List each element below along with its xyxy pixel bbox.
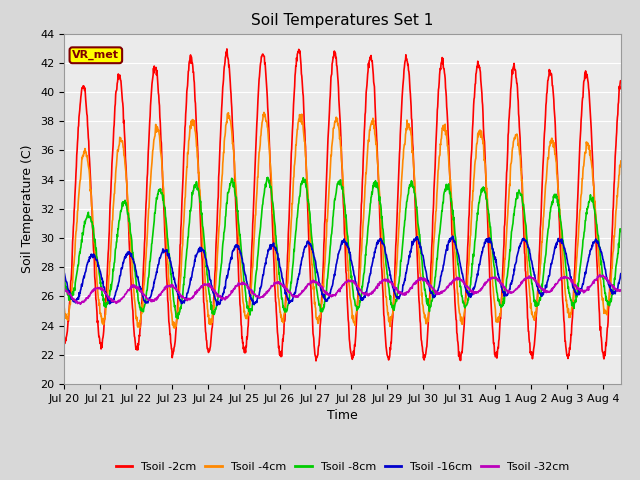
Tsoil -2cm: [482, 179, 490, 184]
Tsoil -16cm: [617, 271, 625, 276]
Tsoil -8cm: [482, 196, 490, 202]
Tsoil -16cm: [213, 302, 221, 308]
Tsoil -4cm: [482, 173, 490, 179]
Line: Tsoil -32cm: Tsoil -32cm: [64, 275, 621, 304]
Tsoil -32cm: [161, 285, 168, 291]
Tsoil -4cm: [272, 257, 280, 263]
Line: Tsoil -8cm: Tsoil -8cm: [64, 178, 621, 319]
X-axis label: Time: Time: [327, 409, 358, 422]
Tsoil -2cm: [544, 78, 552, 84]
Line: Tsoil -2cm: Tsoil -2cm: [64, 49, 621, 361]
Title: Soil Temperatures Set 1: Soil Temperatures Set 1: [252, 13, 433, 28]
Tsoil -2cm: [312, 358, 320, 364]
Tsoil -16cm: [171, 276, 179, 281]
Tsoil -8cm: [617, 228, 625, 234]
Tsoil -8cm: [174, 316, 182, 322]
Tsoil -16cm: [160, 249, 168, 254]
Tsoil -2cm: [60, 332, 68, 338]
Tsoil -32cm: [482, 281, 490, 287]
Tsoil -16cm: [60, 269, 68, 275]
Tsoil -8cm: [544, 230, 552, 236]
Tsoil -8cm: [221, 223, 229, 229]
Tsoil -32cm: [76, 301, 84, 307]
Tsoil -32cm: [543, 288, 551, 294]
Tsoil -16cm: [482, 238, 490, 243]
Tsoil -8cm: [171, 304, 179, 310]
Tsoil -4cm: [171, 323, 179, 329]
Tsoil -2cm: [272, 299, 280, 304]
Tsoil -16cm: [272, 247, 280, 253]
Tsoil -2cm: [160, 206, 168, 212]
Tsoil -2cm: [223, 46, 231, 52]
Tsoil -16cm: [221, 286, 229, 291]
Line: Tsoil -4cm: Tsoil -4cm: [64, 112, 621, 328]
Line: Tsoil -16cm: Tsoil -16cm: [64, 236, 621, 305]
Tsoil -32cm: [617, 287, 625, 293]
Tsoil -8cm: [60, 276, 68, 282]
Legend: Tsoil -2cm, Tsoil -4cm, Tsoil -8cm, Tsoil -16cm, Tsoil -32cm: Tsoil -2cm, Tsoil -4cm, Tsoil -8cm, Tsoi…: [111, 457, 573, 477]
Tsoil -8cm: [272, 233, 280, 239]
Tsoil -32cm: [60, 287, 68, 292]
Text: VR_met: VR_met: [72, 50, 119, 60]
Tsoil -32cm: [221, 297, 229, 303]
Tsoil -32cm: [272, 280, 280, 286]
Tsoil -4cm: [221, 133, 229, 139]
Tsoil -8cm: [160, 203, 168, 208]
Tsoil -16cm: [544, 277, 552, 283]
Tsoil -2cm: [221, 62, 228, 68]
Tsoil -2cm: [617, 78, 625, 84]
Tsoil -4cm: [60, 303, 68, 309]
Tsoil -4cm: [171, 325, 179, 331]
Tsoil -4cm: [260, 109, 268, 115]
Tsoil -4cm: [617, 158, 625, 164]
Tsoil -16cm: [449, 233, 456, 239]
Tsoil -4cm: [544, 155, 552, 161]
Tsoil -32cm: [596, 272, 604, 277]
Tsoil -2cm: [171, 344, 179, 349]
Tsoil -32cm: [171, 284, 179, 290]
Tsoil -4cm: [160, 195, 168, 201]
Y-axis label: Soil Temperature (C): Soil Temperature (C): [22, 144, 35, 273]
Tsoil -8cm: [264, 175, 271, 180]
